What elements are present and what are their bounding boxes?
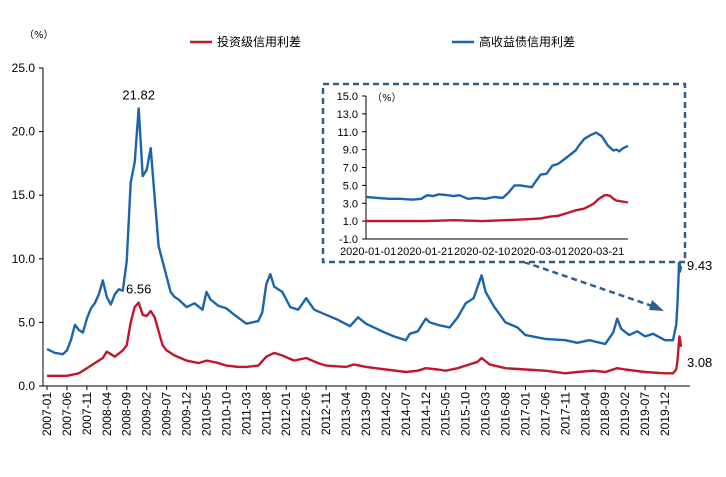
x-tick-label: 2019-07 <box>638 392 652 436</box>
x-tick-label: 2015-10 <box>459 392 473 436</box>
inset-x-tick-label: 2020-01-01 <box>340 246 396 258</box>
inset-y-tick-label: 11.0 <box>337 127 358 139</box>
x-tick-label: 2016-08 <box>499 392 513 436</box>
x-tick-label: 2016-03 <box>479 392 493 436</box>
x-tick-label: 2014-07 <box>399 392 413 436</box>
x-tick-label: 2013-04 <box>339 392 353 436</box>
x-tick-label: 2013-09 <box>359 392 373 436</box>
y-tick-label: 15.0 <box>12 188 36 202</box>
x-tick-label: 2012-11 <box>319 392 333 435</box>
x-tick-label: 2007-06 <box>60 392 74 436</box>
x-tick-label: 2017-11 <box>558 392 572 435</box>
legend-hy-label: 高收益债信用利差 <box>479 34 575 49</box>
data-label: 6.56 <box>126 282 151 297</box>
inset-frame <box>321 82 687 264</box>
x-tick-label: 2018-04 <box>578 392 592 436</box>
x-tick-label: 2017-06 <box>538 392 552 436</box>
zoom-callout-arrowhead <box>649 300 664 311</box>
inset-chart: （%） 15.0 13.0 11.0 9.0 7.0 5.0 3.0 1.0 -1.0 2020… <box>321 82 687 264</box>
inset-x-tick-label: 2020-02-10 <box>454 246 510 258</box>
x-tick-label: 2014-02 <box>379 392 393 436</box>
inset-y-tick-label: -1.0 <box>339 234 358 246</box>
x-tick-label: 2019-12 <box>658 392 672 436</box>
inset-x-tick-label: 2020-01-21 <box>397 246 453 258</box>
data-label: 3.08 <box>687 355 712 370</box>
x-tick-label: 2008-04 <box>100 392 114 436</box>
inset-series-line-investment-grade <box>366 194 629 223</box>
x-tick-label: 2009-02 <box>140 392 154 436</box>
x-tick-label: 2011-08 <box>259 392 273 435</box>
x-axis-ticks: 2007-01 2007-06 2007-11 2008-04 2008-09 2009-… <box>40 386 672 436</box>
y-tick-label: 5.0 <box>18 315 35 329</box>
inset-series-line-high-yield <box>365 131 629 201</box>
y-unit-label: （%） <box>24 29 54 41</box>
inset-x-axis-ticks: 2020-01-01 2020-01-21 2020-02-10 2020-03-01… <box>340 246 624 258</box>
inset-y-axis-ticks: 15.0 13.0 11.0 9.0 7.0 5.0 3.0 1.0 -1.0 <box>337 91 366 246</box>
x-tick-label: 2018-09 <box>598 392 612 436</box>
legend-ig-label: 投资级信用利差 <box>217 34 301 49</box>
inset-y-tick-label: 15.0 <box>337 91 358 103</box>
inset-unit-label: （%） <box>372 92 402 104</box>
x-tick-label: 2009-12 <box>180 392 194 436</box>
inset-x-tick-label: 2020-03-01 <box>511 246 567 258</box>
x-tick-label: 2008-09 <box>120 392 134 436</box>
y-tick-label: 0.0 <box>18 379 35 393</box>
inset-series <box>365 131 629 223</box>
inset-y-tick-label: 7.0 <box>343 163 358 175</box>
y-tick-label: 10.0 <box>12 252 36 266</box>
x-tick-label: 2007-11 <box>80 392 94 435</box>
data-label: 9.43 <box>687 258 712 273</box>
x-tick-label: 2017-01 <box>518 392 532 436</box>
x-tick-label: 2012-06 <box>299 392 313 436</box>
x-tick-label: 2011-03 <box>239 392 253 435</box>
inset-y-tick-label: 13.0 <box>337 109 358 121</box>
x-tick-label: 2007-01 <box>40 392 54 436</box>
x-tick-label: 2015-05 <box>439 392 453 436</box>
legend: 投资级信用利差 高收益债信用利差 <box>190 34 575 49</box>
main-series <box>46 107 683 377</box>
x-tick-label: 2012-01 <box>279 392 293 436</box>
x-tick-label: 2014-12 <box>419 392 433 436</box>
x-tick-label: 2009-07 <box>160 392 174 436</box>
inset-x-tick-label: 2020-03-21 <box>568 246 624 258</box>
inset-y-tick-label: 3.0 <box>343 198 358 210</box>
series-line-high-yield <box>46 107 683 356</box>
annotations: 21.82 6.56 9.43 3.08 <box>122 87 712 369</box>
x-tick-label: 2010-05 <box>199 392 213 436</box>
inset-y-tick-label: 5.0 <box>343 180 358 192</box>
series-line-investment-grade <box>47 301 683 377</box>
data-label: 21.82 <box>122 87 155 102</box>
y-tick-label: 25.0 <box>12 61 36 75</box>
x-tick-label: 2019-02 <box>618 392 632 436</box>
x-tick-label: 2010-10 <box>219 392 233 436</box>
zoom-callout-line <box>523 260 659 310</box>
y-axis-ticks: 25.0 20.0 15.0 10.0 5.0 0.0 <box>12 61 43 393</box>
y-tick-label: 20.0 <box>12 125 36 139</box>
inset-y-tick-label: 9.0 <box>343 145 358 157</box>
inset-y-tick-label: 1.0 <box>343 216 358 228</box>
